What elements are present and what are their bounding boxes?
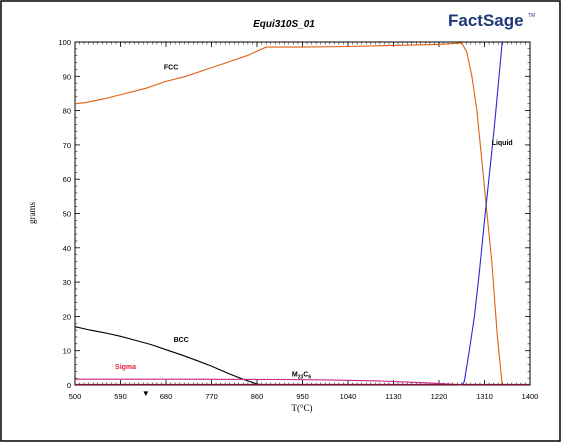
y-tick-label: 60 — [63, 175, 71, 184]
y-tick-label: 100 — [58, 38, 71, 47]
plot-area: 500 590 680 770 860 950 1040 1130 1220 1310 1400 0… — [58, 38, 538, 401]
x-tick-label: 590 — [114, 392, 127, 401]
x-tick-label: 1310 — [476, 392, 493, 401]
y-tick-label: 80 — [63, 107, 71, 116]
logo-tm: TM — [528, 13, 535, 19]
y-axis: 0 10 20 30 40 50 60 70 80 90 100 — [58, 38, 530, 390]
x-tick-label: 1400 — [522, 392, 539, 401]
position-marker-icon: ▼ — [142, 389, 150, 398]
series-layer — [74, 41, 530, 386]
y-tick-label: 70 — [63, 141, 71, 150]
chart-title: Equi310S_01 — [253, 19, 315, 30]
annotation-label: M23C6 — [292, 371, 311, 380]
y-tick-label: 30 — [63, 278, 71, 287]
x-tick-label: 500 — [69, 392, 82, 401]
annotation-label: BCC — [174, 337, 189, 344]
x-tick-label: 1130 — [385, 392, 401, 401]
annotation-label: FCC — [164, 64, 178, 71]
y-tick-label: 90 — [63, 72, 71, 81]
x-axis-label: T(°C) — [291, 403, 312, 413]
series-m23c6-line — [75, 378, 462, 386]
x-tick-label: 1220 — [431, 392, 448, 401]
y-tick-label: 40 — [63, 244, 71, 253]
series-bcc-line — [74, 326, 268, 386]
x-tick-label: 950 — [296, 392, 309, 401]
annotation-label: Liquid — [492, 140, 513, 147]
y-tick-label: 20 — [63, 312, 71, 321]
x-tick-label: 680 — [160, 392, 173, 401]
x-tick-label: 1040 — [340, 392, 357, 401]
y-tick-label: 50 — [63, 210, 71, 219]
x-tick-label: 860 — [251, 392, 264, 401]
x-tick-label: 770 — [205, 392, 218, 401]
series-liquid-line — [459, 41, 503, 386]
annotation-label: Sigma — [115, 364, 136, 371]
annotation-layer: FCC BCC Sigma M23C6 Liquid ▼ — [115, 64, 513, 398]
y-tick-label: 10 — [63, 347, 71, 356]
y-axis-label: grams — [27, 202, 37, 224]
x-axis: 500 590 680 770 860 950 1040 1130 1220 1310 1400 — [69, 42, 539, 401]
series-fcc-line — [74, 42, 503, 386]
y-tick-label: 0 — [67, 381, 71, 390]
logo-text: FactSage — [448, 11, 524, 30]
factsage-logo: FactSage TM — [448, 11, 535, 30]
